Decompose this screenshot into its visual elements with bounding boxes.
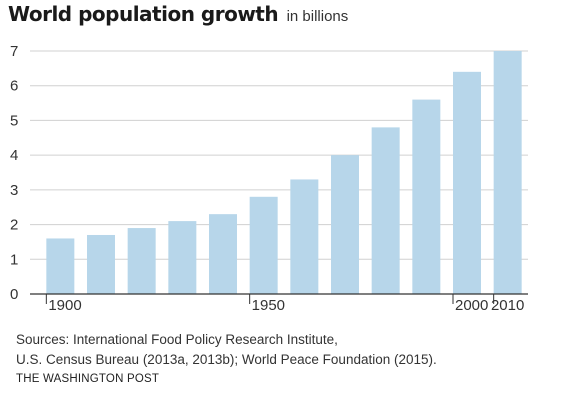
bar	[249, 196, 278, 294]
y-tick-label: 4	[10, 147, 18, 164]
publisher-credit: THE WASHINGTON POST	[16, 373, 160, 385]
bar	[46, 238, 75, 294]
chart-title: World population growth	[8, 2, 279, 26]
y-tick-label: 5	[10, 112, 18, 129]
bar	[87, 234, 115, 294]
x-tick-label: 2000	[455, 297, 488, 314]
x-tick-label: 1950	[252, 297, 285, 314]
y-tick-label: 1	[10, 251, 18, 268]
sources-note: Sources: International Food Policy Resea…	[16, 330, 437, 370]
x-tick-label: 2010	[491, 297, 524, 314]
x-tick-label: 1900	[48, 297, 81, 314]
chart-title-row: World population growth in billions	[8, 2, 348, 26]
source-line: U.S. Census Bureau (2013a, 2013b); World…	[16, 352, 437, 367]
bar	[453, 71, 481, 294]
y-tick-label: 2	[10, 217, 18, 234]
y-tick-label: 6	[10, 78, 18, 95]
chart-subtitle: in billions	[286, 8, 349, 25]
bar	[412, 99, 441, 294]
bar	[168, 221, 197, 294]
bar	[209, 214, 237, 294]
y-tick-label: 3	[10, 182, 18, 199]
bar	[371, 127, 400, 294]
population-bar-chart: 0 1 2 3 4 5 6 7 1900 1950 2000 2010	[10, 43, 528, 314]
bar	[331, 155, 359, 294]
bar	[493, 51, 522, 294]
y-tick-label: 0	[10, 286, 18, 303]
source-line: Sources: International Food Policy Resea…	[16, 332, 338, 347]
bar	[127, 228, 156, 294]
bar	[290, 179, 319, 294]
y-tick-label: 7	[10, 43, 18, 60]
